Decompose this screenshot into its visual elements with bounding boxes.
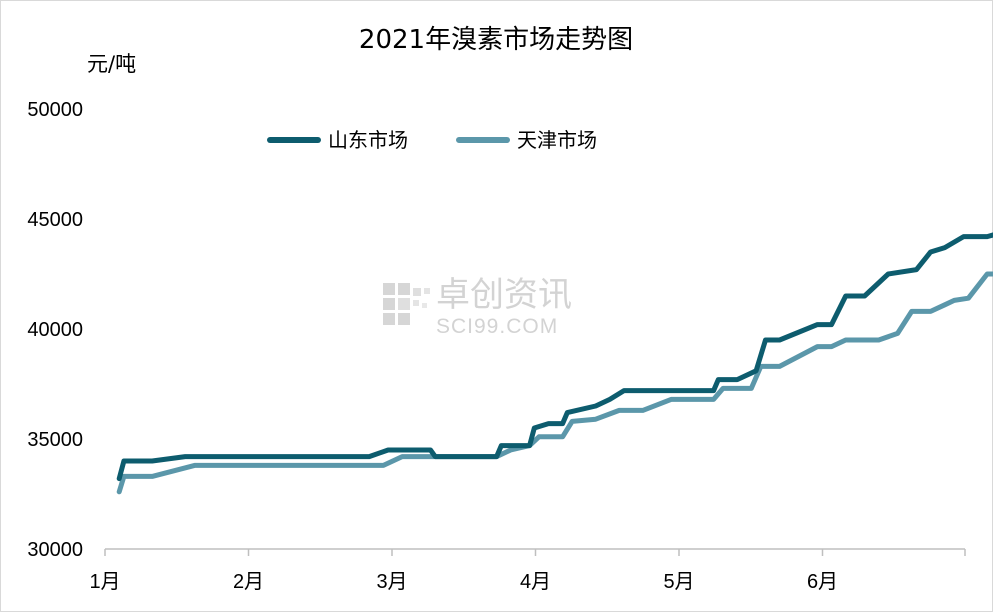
watermark-domain: SCI99.COM [436,315,558,338]
x-tick-label: 4月 [520,571,551,593]
y-tick-label: 30000 [27,539,83,561]
series-line-shandong [116,232,993,482]
x-tick-label: 3月 [376,571,407,593]
series-line-tianjin [116,271,993,495]
watermark: 卓创资讯 SCI99.COM [383,275,572,338]
series-layer [116,232,993,495]
y-tick-label: 50000 [27,99,83,121]
x-tick-label: 2月 [233,571,264,593]
x-tick-label: 6月 [807,571,838,593]
x-axis-ticks: 1月 2月 3月 4月 5月 6月 [89,549,966,593]
chart-title: 2021年溴素市场走势图 [359,25,633,55]
legend-label-tianjin: 天津市场 [517,128,597,152]
legend-label-shandong: 山东市场 [328,128,408,152]
watermark-logo-icon [383,283,430,325]
x-tick-label: 1月 [89,571,120,593]
legend: 山东市场 天津市场 [267,128,597,152]
x-tick-label: 5月 [663,571,694,593]
watermark-brand: 卓创资讯 [436,275,572,315]
y-tick-label: 40000 [27,319,83,341]
y-tick-label: 35000 [27,429,83,451]
y-tick-label: 45000 [27,209,83,231]
y-axis-ticks: 30000 35000 40000 45000 50000 [27,99,83,561]
y-axis-unit: 元/吨 [87,52,136,76]
